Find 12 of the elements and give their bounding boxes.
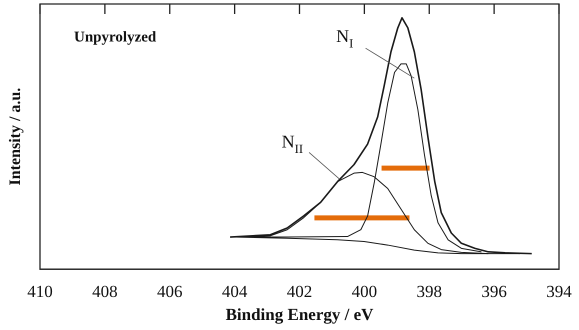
x-tick-label: 400	[352, 282, 378, 301]
x-tick-label: 408	[92, 282, 118, 301]
y-axis-title: Intensity / a.u.	[7, 88, 24, 186]
x-tick-label: 394	[546, 282, 572, 301]
annotation: Unpyrolyzed	[74, 29, 157, 46]
x-tick-label: 398	[416, 282, 442, 301]
x-tick-label: 406	[157, 282, 182, 301]
x-axis-title: Binding Energy / eV	[226, 305, 374, 324]
x-tick-label: 402	[286, 282, 312, 301]
x-tick-label: 396	[481, 282, 507, 301]
x-tick-label: 404	[222, 282, 248, 301]
x-tick-label: 410	[27, 282, 53, 301]
